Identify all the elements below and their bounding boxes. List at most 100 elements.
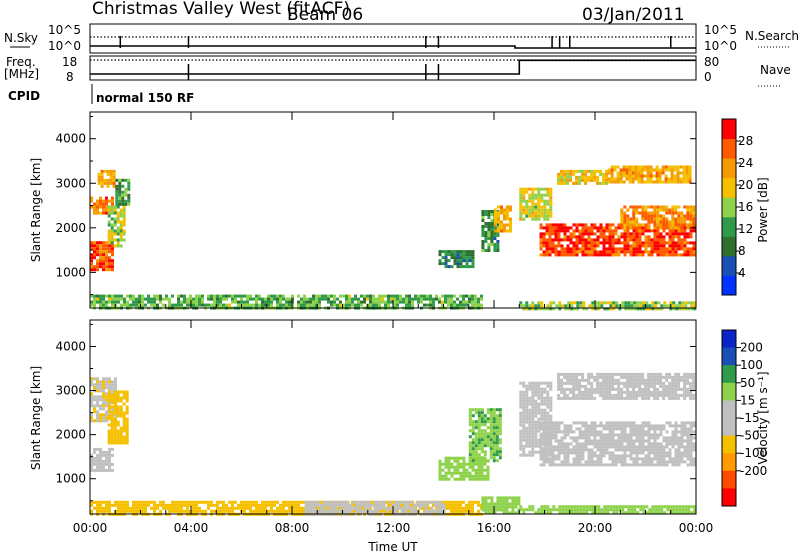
data-cell (615, 301, 619, 305)
data-cell (468, 411, 472, 415)
data-cell (662, 375, 666, 379)
data-cell (400, 509, 404, 513)
data-cell (639, 505, 643, 509)
data-cell (560, 381, 564, 385)
colorbar-segment (722, 255, 736, 276)
data-cell (692, 211, 696, 215)
data-cell (659, 244, 663, 248)
data-cell (100, 184, 104, 188)
data-cell (552, 301, 556, 305)
data-cell (195, 509, 198, 513)
data-cell (668, 241, 672, 245)
data-cell (502, 511, 506, 515)
data-cell (644, 445, 648, 449)
data-cell (632, 220, 636, 224)
data-cell (109, 178, 113, 182)
data-cell (367, 509, 371, 513)
data-cell (348, 294, 351, 298)
data-cell (487, 237, 491, 240)
data-cell (623, 217, 627, 221)
data-cell (264, 303, 267, 307)
data-cell (569, 250, 573, 254)
data-cell (657, 511, 661, 515)
data-cell (664, 180, 668, 184)
data-cell (674, 436, 678, 440)
data-cell (471, 303, 474, 307)
data-cell (569, 235, 573, 239)
data-cell (192, 300, 195, 304)
data-cell (659, 250, 663, 254)
data-cell (346, 506, 350, 510)
data-cell (657, 505, 661, 509)
data-cell (545, 457, 549, 461)
data-cell (680, 427, 684, 431)
data-cell (285, 300, 288, 304)
data-cell (480, 303, 483, 307)
data-cell (468, 300, 471, 304)
data-cell (693, 508, 697, 512)
data-cell (96, 244, 99, 248)
data-cell (453, 459, 457, 463)
data-cell (624, 307, 628, 311)
data-cell (575, 226, 579, 230)
data-cell (225, 509, 228, 513)
data-cell (474, 477, 478, 481)
data-cell (554, 430, 558, 434)
data-cell (614, 378, 618, 382)
data-cell (632, 250, 636, 254)
data-cell (579, 301, 583, 305)
data-cell (667, 177, 671, 181)
data-cell (567, 505, 571, 509)
data-cell (183, 500, 186, 504)
data-cell (110, 393, 114, 397)
data-cell (120, 506, 123, 510)
data-cell (554, 433, 558, 437)
data-cell (514, 499, 518, 503)
data-cell (593, 421, 597, 425)
data-cell (105, 294, 108, 298)
data-cell (132, 297, 135, 301)
data-cell (557, 451, 561, 455)
data-cell (629, 238, 633, 242)
data-cell (534, 393, 538, 397)
data-cell (671, 217, 675, 221)
data-cell (496, 505, 500, 509)
data-cell (255, 503, 258, 507)
data-cell (116, 205, 120, 209)
data-cell (297, 500, 300, 504)
data-cell (111, 244, 114, 248)
data-cell (300, 500, 303, 504)
data-cell (108, 506, 111, 510)
data-cell (542, 226, 546, 230)
data-cell (584, 439, 588, 443)
data-cell (605, 424, 609, 428)
data-cell (680, 220, 684, 224)
data-cell (387, 297, 390, 301)
data-cell (100, 175, 104, 179)
data-cell (668, 448, 672, 452)
data-cell (635, 445, 639, 449)
data-cell (649, 177, 653, 181)
data-cell (114, 500, 117, 504)
data-cell (692, 250, 696, 254)
data-cell (90, 205, 93, 209)
data-cell (412, 503, 416, 507)
data-cell (542, 430, 546, 434)
data-cell (468, 414, 472, 418)
data-cell (543, 193, 547, 197)
colorbar-tick-label: 200 (740, 341, 763, 355)
data-cell (481, 505, 485, 509)
data-cell (189, 294, 192, 298)
data-cell (483, 453, 487, 457)
data-cell (614, 448, 618, 452)
data-cell (638, 384, 642, 388)
data-cell (545, 226, 549, 230)
data-cell (671, 223, 675, 227)
data-cell (487, 234, 491, 237)
data-cell (441, 477, 445, 481)
velocity-ylabel: Slant Range [km] (29, 366, 43, 470)
data-cell (222, 506, 225, 510)
data-cell (605, 226, 609, 230)
data-cell (551, 244, 555, 248)
data-cell (297, 506, 300, 510)
